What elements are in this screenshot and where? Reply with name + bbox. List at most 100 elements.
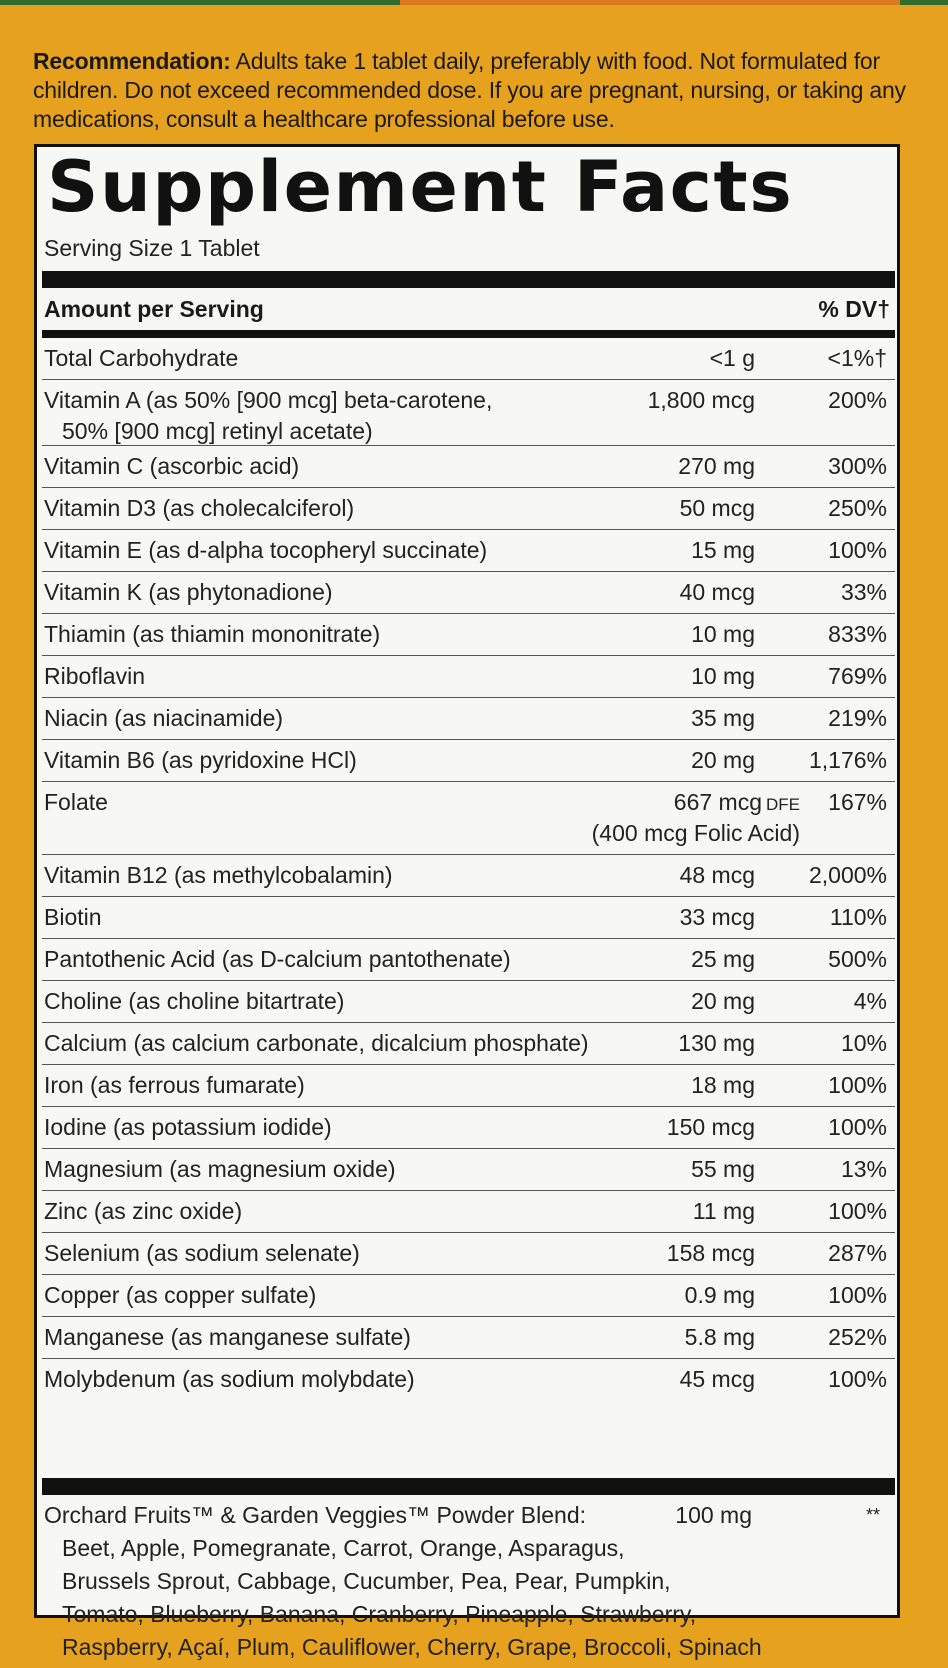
nutrient-name: Vitamin D3 (as cholecalciferol) xyxy=(44,493,604,524)
nutrient-dv: 500% xyxy=(828,946,887,972)
nutrient-row: Vitamin C (ascorbic acid) 270 mg 300% xyxy=(42,446,895,488)
nutrient-name-line: Calcium (as calcium carbonate, dicalcium… xyxy=(44,1030,589,1056)
nutrient-dv: 110% xyxy=(829,904,887,930)
nutrient-amount: 1,800 mcg xyxy=(648,385,755,416)
nutrient-amount: <1 g xyxy=(710,343,755,374)
amount-value: 33 mcg xyxy=(679,904,755,930)
nutrient-name: Pantothenic Acid (as D-calcium pantothen… xyxy=(44,944,604,975)
nutrient-amount: 10 mg xyxy=(691,619,755,650)
nutrient-row: Vitamin A (as 50% [900 mcg] beta-caroten… xyxy=(42,380,895,446)
amount-note: (400 mcg Folic Acid) xyxy=(591,820,800,846)
nutrient-dv: 2,000% xyxy=(808,862,887,888)
nutrient-name-line: Thiamin (as thiamin mononitrate) xyxy=(44,621,381,647)
nutrient-name-line: Copper (as copper sulfate) xyxy=(44,1282,317,1308)
nutrient-row: Choline (as choline bitartrate) 20 mg 4% xyxy=(42,981,895,1023)
amount-value: 667 mcg xyxy=(673,789,762,815)
serving-size: Serving Size 1 Tablet xyxy=(44,235,260,261)
nutrient-row: Total Carbohydrate <1 g <1%† xyxy=(42,338,895,380)
amount-value: 35 mg xyxy=(691,705,755,731)
nutrient-dv: 769% xyxy=(828,663,887,689)
nutrient-name-line: Vitamin B6 (as pyridoxine HCl) xyxy=(44,747,357,773)
nutrient-row: Vitamin D3 (as cholecalciferol) 50 mcg 250… xyxy=(42,488,895,530)
blend-name: Orchard Fruits™ & Garden Veggies™ Powder… xyxy=(44,1502,587,1528)
dv-header: % DV† xyxy=(818,296,890,322)
nutrient-amount: 40 mcg xyxy=(680,577,755,608)
nutrient-name-line: Niacin (as niacinamide) xyxy=(44,705,284,731)
amount-value: 55 mg xyxy=(691,1156,755,1182)
nutrient-row: Vitamin B6 (as pyridoxine HCl) 20 mg 1,176… xyxy=(42,740,895,782)
nutrient-name: Vitamin A (as 50% [900 mcg] beta-caroten… xyxy=(44,385,604,447)
amount-value: 20 mg xyxy=(691,747,755,773)
nutrient-amount: 25 mg xyxy=(691,944,755,975)
nutrient-amount: 158 mcg xyxy=(667,1238,755,1269)
nutrient-name-line: Biotin xyxy=(44,904,102,930)
nutrient-name: Vitamin K (as phytonadione) xyxy=(44,577,604,608)
nutrient-row: Iodine (as potassium iodide) 150 mcg 100% xyxy=(42,1107,895,1149)
nutrient-name-line: Vitamin A (as 50% [900 mcg] beta-caroten… xyxy=(44,387,493,413)
nutrient-name-line: Manganese (as manganese sulfate) xyxy=(44,1324,411,1350)
nutrient-name-line: Folate xyxy=(44,789,108,815)
nutrient-name-line: Riboflavin xyxy=(44,663,145,689)
amount-value: 150 mcg xyxy=(666,1114,755,1140)
divider-thick-bottom xyxy=(42,1478,895,1495)
nutrient-amount: 0.9 mg xyxy=(685,1280,755,1311)
nutrient-name: Magnesium (as magnesium oxide) xyxy=(44,1154,604,1185)
nutrient-name-line: Zinc (as zinc oxide) xyxy=(44,1198,243,1224)
recommendation-body: Adults take 1 tablet daily, preferably w… xyxy=(33,48,906,132)
nutrient-name: Vitamin B6 (as pyridoxine HCl) xyxy=(44,745,604,776)
amount-header: Amount per Serving xyxy=(44,296,264,322)
nutrient-amount: 150 mcg xyxy=(667,1112,755,1143)
top-color-stripe xyxy=(0,0,948,5)
nutrient-name-line: Choline (as choline bitartrate) xyxy=(44,988,345,1014)
nutrient-dv: 300% xyxy=(828,453,887,479)
amount-value: <1 g xyxy=(709,345,755,371)
amount-value: 10 mg xyxy=(691,621,755,647)
nutrient-name-line: Magnesium (as magnesium oxide) xyxy=(44,1156,396,1182)
nutrient-name-line: Iodine (as potassium iodide) xyxy=(44,1114,332,1140)
divider-medium xyxy=(42,330,895,338)
amount-value: 1,800 mcg xyxy=(647,387,755,413)
amount-value: 270 mg xyxy=(678,453,755,479)
nutrient-row: Molybdenum (as sodium molybdate) 45 mcg 10… xyxy=(42,1359,895,1400)
nutrient-dv: 100% xyxy=(828,1072,887,1098)
nutrient-name: Copper (as copper sulfate) xyxy=(44,1280,604,1311)
nutrient-name: Manganese (as manganese sulfate) xyxy=(44,1322,604,1353)
nutrient-name: Selenium (as sodium selenate) xyxy=(44,1238,604,1269)
ingredient-line: Beet, Apple, Pomegranate, Carrot, Orange… xyxy=(62,1535,625,1561)
nutrient-amount: 50 mcg xyxy=(680,493,755,524)
panel-title: Supplement Facts xyxy=(47,146,794,228)
amount-value: 15 mg xyxy=(691,537,755,563)
nutrient-amount: 55 mg xyxy=(691,1154,755,1185)
nutrient-name: Calcium (as calcium carbonate, dicalcium… xyxy=(44,1028,604,1059)
nutrient-dv: 167% xyxy=(828,789,887,815)
nutrient-row: Vitamin B12 (as methylcobalamin) 48 mcg 2,… xyxy=(42,855,895,897)
amount-value: 130 mg xyxy=(678,1030,755,1056)
ingredient-line: Brussels Sprout, Cabbage, Cucumber, Pea,… xyxy=(62,1568,671,1594)
nutrient-amount: 48 mcg xyxy=(680,860,755,891)
supplement-facts-panel: Supplement Facts Serving Size 1 Tablet A… xyxy=(34,144,900,1660)
nutrient-name-line: Molybdenum (as sodium molybdate) xyxy=(44,1366,415,1392)
ingredient-line: Tomato, Blueberry, Banana, Cranberry, Pi… xyxy=(62,1601,697,1627)
nutrient-name: Thiamin (as thiamin mononitrate) xyxy=(44,619,604,650)
nutrient-row: Biotin 33 mcg 110% xyxy=(42,897,895,939)
nutrient-dv: 200% xyxy=(828,387,887,413)
nutrient-name-line: Vitamin C (ascorbic acid) xyxy=(44,453,300,479)
nutrient-name: Molybdenum (as sodium molybdate) xyxy=(44,1364,604,1395)
blend-ingredients: Beet, Apple, Pomegranate, Carrot, Orange… xyxy=(62,1532,842,1664)
nutrient-row: Zinc (as zinc oxide) 11 mg 100% xyxy=(42,1191,895,1233)
nutrient-amount: 5.8 mg xyxy=(685,1322,755,1353)
nutrient-amount: 20 mg xyxy=(691,745,755,776)
nutrient-row: Vitamin E (as d-alpha tocopheryl succina… xyxy=(42,530,895,572)
nutrient-dv: 13% xyxy=(840,1156,887,1182)
nutrient-name-line: Iron (as ferrous fumarate) xyxy=(44,1072,305,1098)
nutrient-dv: 10% xyxy=(840,1030,887,1056)
nutrient-row: Manganese (as manganese sulfate) 5.8 mg 25… xyxy=(42,1317,895,1359)
nutrient-row: Pantothenic Acid (as D-calcium pantothen… xyxy=(42,939,895,981)
nutrient-table: Total Carbohydrate <1 g <1%† Vitamin A (as … xyxy=(42,338,895,1400)
nutrient-dv: 250% xyxy=(828,495,887,521)
nutrient-row: Magnesium (as magnesium oxide) 55 mg 13% xyxy=(42,1149,895,1191)
nutrient-name-line: Vitamin B12 (as methylcobalamin) xyxy=(44,862,393,888)
nutrient-amount: 45 mcg xyxy=(680,1364,755,1395)
nutrient-dv: 100% xyxy=(828,1366,887,1392)
amount-value: 10 mg xyxy=(691,663,755,689)
